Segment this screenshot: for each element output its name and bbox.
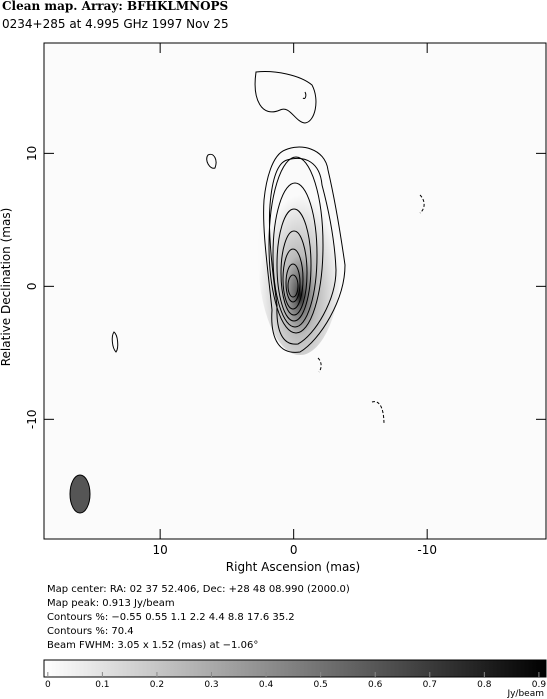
colorbar-tick-label: 0.9 [532, 680, 547, 690]
y-tick-label: 10 [25, 146, 39, 161]
colorbar-tick-label: 0.1 [95, 680, 109, 690]
colorbar-tick-label: 0.2 [150, 680, 164, 690]
colorbar-tick-label: 0.4 [259, 680, 274, 690]
colorbar-tick-label: 0.6 [368, 680, 383, 690]
colorbar [43, 659, 547, 678]
map-info: Map center: RA: 02 37 52.406, Dec: +28 4… [47, 584, 350, 595]
x-tick-label: 10 [153, 543, 168, 557]
map-info: Contours %: 70.4 [47, 626, 134, 637]
x-tick-label: 0 [290, 543, 298, 557]
subtitle: 0234+285 at 4.995 GHz 1997 Nov 25 [2, 17, 229, 31]
colorbar-label: Jy/beam [506, 689, 544, 699]
x-tick-label: -10 [417, 543, 437, 557]
x-axis-label: Right Ascension (mas) [226, 560, 360, 574]
y-tick-label: -10 [25, 410, 39, 430]
map-info: Beam FWHM: 3.05 x 1.52 (mas) at −1.06° [47, 640, 258, 651]
beam [69, 474, 91, 514]
contours [111, 71, 425, 426]
colorbar-tick-label: 0 [45, 680, 51, 690]
colorbar-tick-label: 0.3 [204, 680, 218, 690]
map-info: Map peak: 0.913 Jy/beam [47, 598, 175, 609]
y-tick-label: 0 [25, 283, 39, 291]
colorbar-tick-label: 0.8 [477, 680, 492, 690]
title: Clean map. Array: BFHKLMNOPS [2, 0, 228, 13]
colorbar-tick-label: 0.5 [313, 680, 327, 690]
colorbar-tick-label: 0.7 [423, 680, 437, 690]
map-info: Contours %: −0.55 0.55 1.1 2.2 4.4 8.8 1… [47, 612, 295, 623]
y-axis-label: Relative Declination (mas) [0, 208, 13, 367]
